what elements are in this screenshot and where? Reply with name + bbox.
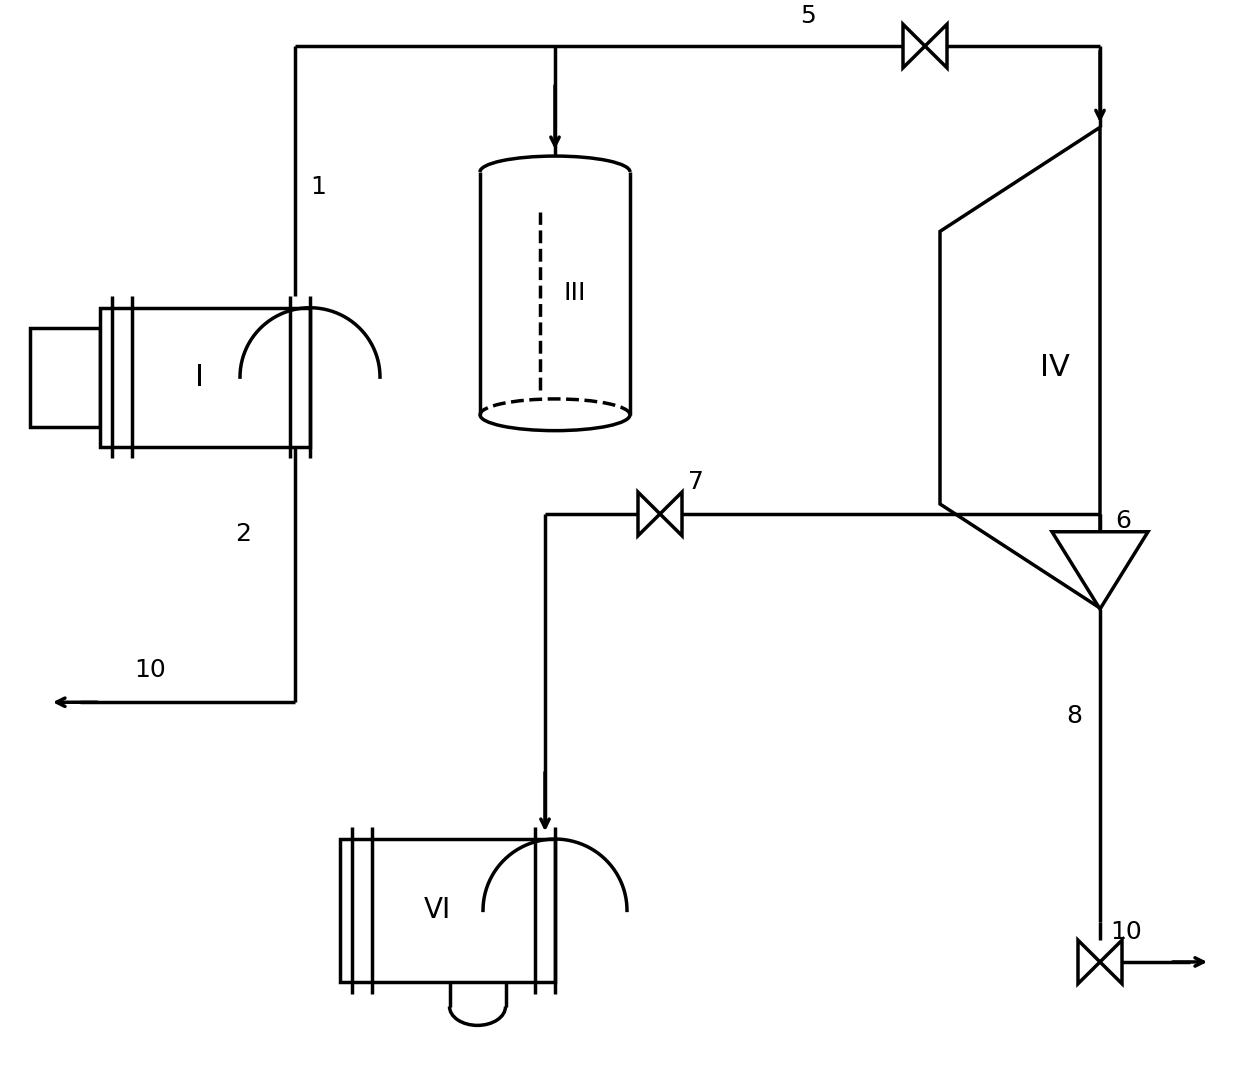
Text: 6: 6 bbox=[1115, 509, 1131, 533]
Polygon shape bbox=[1078, 940, 1100, 983]
Text: 5: 5 bbox=[800, 4, 816, 28]
Text: 8: 8 bbox=[1066, 704, 1083, 728]
Bar bbox=[30, 327, 100, 427]
Polygon shape bbox=[639, 492, 660, 536]
Text: 10: 10 bbox=[134, 659, 166, 682]
Text: V: V bbox=[1092, 543, 1107, 562]
Text: 10: 10 bbox=[1110, 920, 1142, 944]
Text: 2: 2 bbox=[236, 522, 250, 546]
Text: 1: 1 bbox=[310, 175, 326, 199]
Text: I: I bbox=[196, 362, 205, 391]
Polygon shape bbox=[1100, 940, 1122, 983]
Polygon shape bbox=[1052, 531, 1148, 609]
Bar bbox=[100, 308, 310, 447]
Polygon shape bbox=[940, 127, 1100, 608]
Text: 7: 7 bbox=[688, 470, 704, 494]
Polygon shape bbox=[660, 492, 682, 536]
Text: VI: VI bbox=[424, 897, 451, 925]
Bar bbox=[340, 839, 556, 981]
Text: IV: IV bbox=[1040, 353, 1070, 383]
Polygon shape bbox=[903, 25, 925, 67]
Text: III: III bbox=[564, 281, 587, 306]
Polygon shape bbox=[925, 25, 947, 67]
